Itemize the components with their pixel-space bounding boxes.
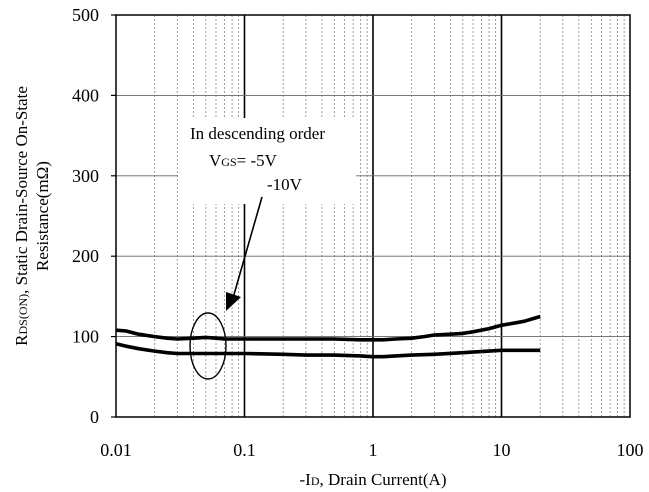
- annotation-box: [178, 118, 356, 204]
- annotation-vgs: VGS= -5V: [209, 151, 278, 170]
- y-tick-label: 100: [72, 327, 99, 347]
- annotation-arrow-head: [226, 292, 241, 311]
- x-tick-label: 10: [493, 440, 511, 460]
- y-axis-label-suffix: , Static Drain-Source On-State: [12, 86, 31, 294]
- x-axis-label-sub: D: [311, 474, 320, 488]
- y-tick-label: 0: [90, 407, 99, 427]
- x-tick-label: 100: [617, 440, 644, 460]
- y-tick-label: 400: [72, 85, 99, 105]
- series-line-1: [115, 314, 541, 342]
- y-axis-label-sub: DS(ON): [16, 294, 30, 335]
- annotation-arrow-shaft: [232, 196, 263, 299]
- y-axis-label-prefix: R: [12, 334, 31, 346]
- annotation-line3: -10V: [267, 175, 303, 194]
- x-axis-label-suffix: , Drain Current(A): [320, 470, 447, 489]
- annotation-ellipse: [189, 312, 227, 380]
- annotation-vgs-prefix: V: [209, 151, 222, 170]
- y-tick-label: 300: [72, 166, 99, 186]
- x-axis-label-prefix: -I: [300, 470, 312, 489]
- x-tick-label: 0.01: [100, 440, 132, 460]
- series-group: [115, 314, 541, 359]
- x-tick-label: 0.1: [233, 440, 256, 460]
- y-axis-label-line2: Resistance(mΩ): [33, 161, 52, 271]
- plot-frame: [115, 14, 631, 418]
- y-tick-labels: 0 100 200 300 400 500: [72, 5, 99, 427]
- y-axis-label-line1: RDS(ON), Static Drain-Source On-State: [12, 86, 31, 346]
- annotation-vgs-value: = -5V: [237, 151, 278, 170]
- y-tick-label: 200: [72, 246, 99, 266]
- y-tick-label: 500: [72, 5, 99, 25]
- annotation-line1: In descending order: [190, 124, 325, 143]
- x-tick-label: 1: [369, 440, 378, 460]
- x-tick-labels: 0.01 0.1 1 10 100: [100, 440, 643, 460]
- series-line-2: [115, 342, 541, 359]
- annotation-vgs-sub: GS: [221, 155, 236, 169]
- x-axis-label: -ID, Drain Current(A): [300, 470, 447, 489]
